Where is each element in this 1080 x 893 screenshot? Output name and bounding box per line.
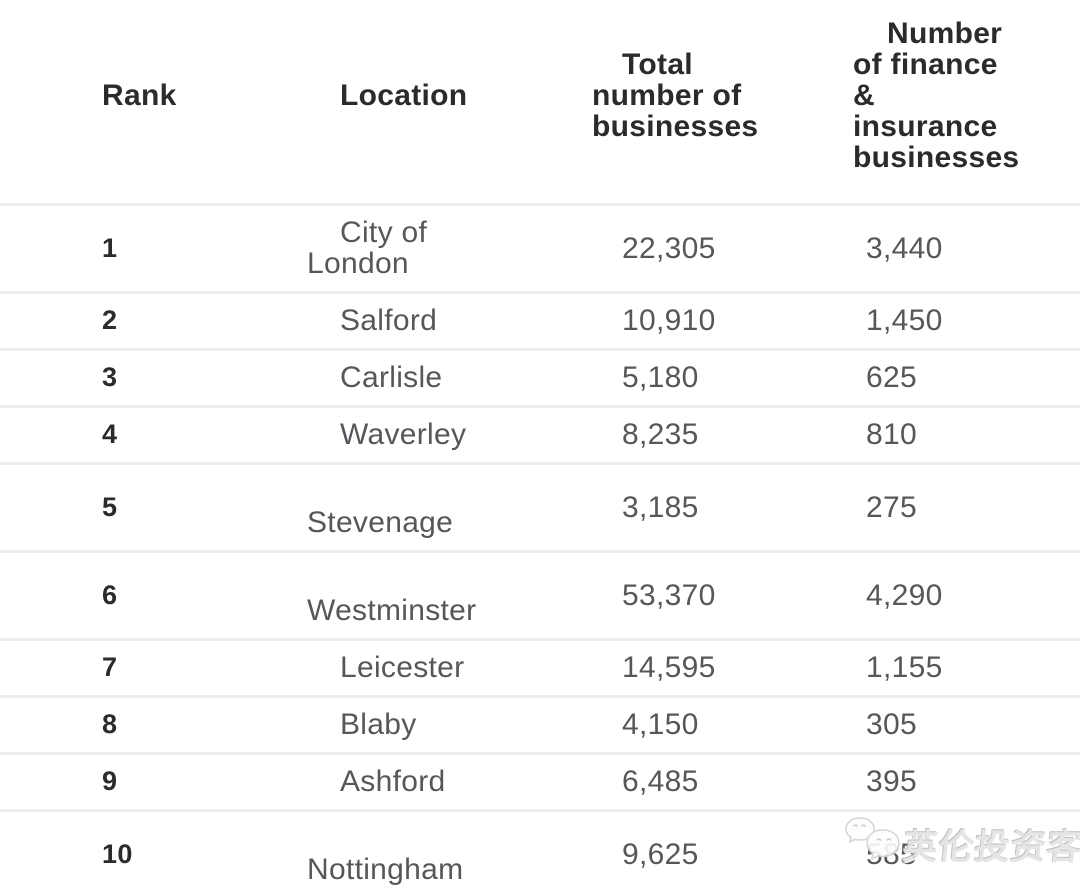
column-header-rank: Rank (102, 79, 177, 112)
table-row: 9 Ashford 6,485 395 (0, 752, 1080, 811)
finance-businesses-cell: 4,290 (853, 550, 1080, 640)
finance-businesses-cell: 585 (853, 809, 1080, 893)
finance-businesses-cell: 3,440 (853, 203, 1080, 293)
finance-businesses-cell: 625 (853, 348, 1080, 407)
finance-businesses-cell: 275 (853, 462, 1080, 552)
total-businesses-cell: 4,150 (592, 695, 853, 754)
rank-cell: 10 (0, 809, 307, 893)
location-cell: Stevenage (307, 462, 592, 552)
table-body: 1 City of London 22,305 3,440 2 Salford 10,910… (0, 203, 1080, 893)
total-businesses-cell: 22,305 (592, 203, 853, 293)
finance-businesses-cell: 305 (853, 695, 1080, 754)
finance-businesses-cell: 1,155 (853, 638, 1080, 697)
rank-cell: 4 (0, 405, 307, 464)
header-row: Rank Location Total number of businesses… (0, 0, 1080, 205)
table-row: 5 Stevenage 3,185 275 (0, 462, 1080, 552)
total-businesses-cell: 5,180 (592, 348, 853, 407)
column-header-location: Location (340, 79, 468, 112)
table-row: 10 Nottingham 9,625 585 (0, 809, 1080, 893)
location-cell: Waverley (307, 405, 592, 464)
column-header-finance-insurance-businesses: Number of finance & insurance businesses (853, 17, 1020, 174)
table-row: 7 Leicester 14,595 1,155 (0, 638, 1080, 697)
location-cell: Blaby (307, 695, 592, 754)
table-row: 3 Carlisle 5,180 625 (0, 348, 1080, 407)
rank-cell: 7 (0, 638, 307, 697)
location-cell: Carlisle (307, 348, 592, 407)
total-businesses-cell: 3,185 (592, 462, 853, 552)
location-cell: Salford (307, 291, 592, 350)
total-businesses-cell: 6,485 (592, 752, 853, 811)
column-header-total-businesses: Total number of businesses (592, 48, 759, 143)
location-cell: Westminster (307, 550, 592, 640)
finance-businesses-cell: 810 (853, 405, 1080, 464)
table-row: 4 Waverley 8,235 810 (0, 405, 1080, 464)
location-cell: Ashford (307, 752, 592, 811)
location-cell: City of London (307, 203, 592, 293)
table-header: Rank Location Total number of businesses… (0, 0, 1080, 205)
rank-cell: 3 (0, 348, 307, 407)
table-row: 2 Salford 10,910 1,450 (0, 291, 1080, 350)
finance-businesses-cell: 1,450 (853, 291, 1080, 350)
location-cell: Nottingham (307, 809, 592, 893)
total-businesses-cell: 10,910 (592, 291, 853, 350)
table-row: 6 Westminster 53,370 4,290 (0, 550, 1080, 640)
total-businesses-cell: 9,625 (592, 809, 853, 893)
rank-cell: 9 (0, 752, 307, 811)
table-row: 8 Blaby 4,150 305 (0, 695, 1080, 754)
table-row: 1 City of London 22,305 3,440 (0, 203, 1080, 293)
rank-cell: 8 (0, 695, 307, 754)
location-cell: Leicester (307, 638, 592, 697)
rank-cell: 6 (0, 550, 307, 640)
rank-cell: 5 (0, 462, 307, 552)
rank-cell: 2 (0, 291, 307, 350)
rank-cell: 1 (0, 203, 307, 293)
total-businesses-cell: 8,235 (592, 405, 853, 464)
total-businesses-cell: 14,595 (592, 638, 853, 697)
total-businesses-cell: 53,370 (592, 550, 853, 640)
finance-businesses-cell: 395 (853, 752, 1080, 811)
